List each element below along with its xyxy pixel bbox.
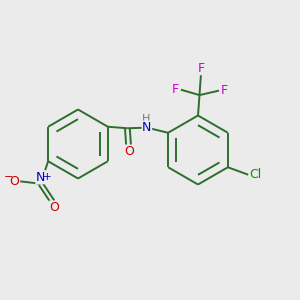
Text: N: N — [36, 171, 45, 184]
Text: N: N — [142, 121, 152, 134]
Text: F: F — [172, 83, 179, 96]
Text: Cl: Cl — [249, 168, 262, 181]
Text: F: F — [197, 61, 205, 75]
Text: H: H — [142, 114, 151, 124]
Text: −: − — [4, 172, 14, 182]
Text: O: O — [9, 175, 19, 188]
Text: +: + — [43, 172, 52, 182]
Text: O: O — [49, 201, 59, 214]
Text: F: F — [221, 84, 228, 97]
Text: O: O — [124, 145, 134, 158]
